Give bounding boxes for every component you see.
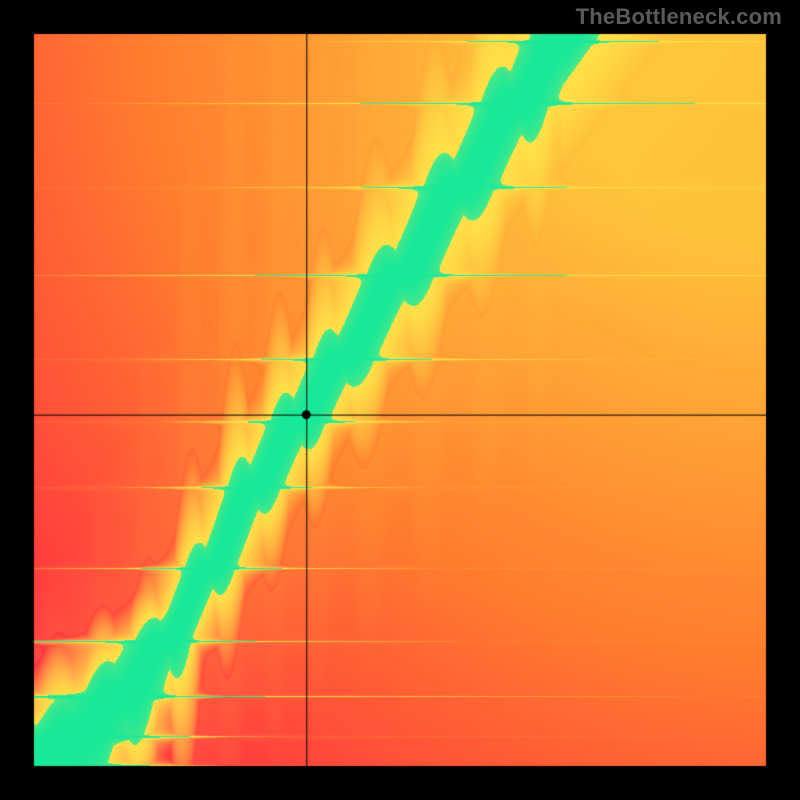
heatmap-canvas xyxy=(0,0,800,800)
chart-container: TheBottleneck.com xyxy=(0,0,800,800)
watermark-text: TheBottleneck.com xyxy=(576,4,782,30)
